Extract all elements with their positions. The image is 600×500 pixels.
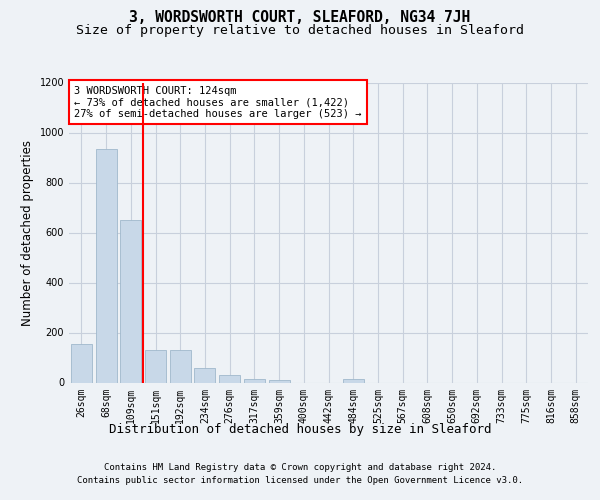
Bar (120, 220, 141, 382)
Text: 3 WORDSWORTH COURT: 124sqm
← 73% of detached houses are smaller (1,422)
27% of s: 3 WORDSWORTH COURT: 124sqm ← 73% of deta… (74, 86, 362, 118)
Bar (145, 350, 166, 382)
Bar (71, 344, 92, 383)
Bar (170, 350, 191, 382)
Bar (269, 380, 290, 382)
Bar (95, 149, 116, 382)
Text: Contains public sector information licensed under the Open Government Licence v3: Contains public sector information licen… (77, 476, 523, 485)
Text: Size of property relative to detached houses in Sleaford: Size of property relative to detached ho… (76, 24, 524, 37)
Text: Contains HM Land Registry data © Crown copyright and database right 2024.: Contains HM Land Registry data © Crown c… (104, 462, 496, 471)
Bar (343, 379, 364, 382)
Text: Distribution of detached houses by size in Sleaford: Distribution of detached houses by size … (109, 422, 491, 436)
Text: 3, WORDSWORTH COURT, SLEAFORD, NG34 7JH: 3, WORDSWORTH COURT, SLEAFORD, NG34 7JH (130, 10, 470, 25)
Bar (244, 379, 265, 382)
Bar (219, 375, 240, 382)
Bar (194, 368, 215, 382)
Y-axis label: Number of detached properties: Number of detached properties (21, 140, 34, 326)
